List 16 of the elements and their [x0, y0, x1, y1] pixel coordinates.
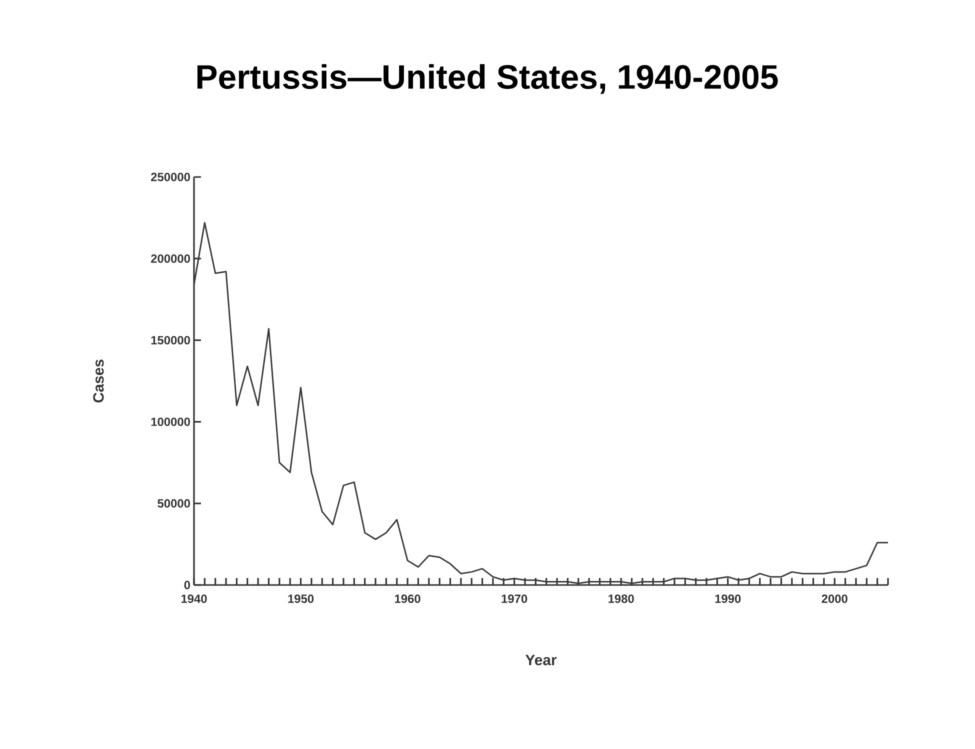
x-tick-label: 1980 — [608, 594, 634, 603]
x-tick-label: 1950 — [288, 594, 314, 603]
y-tick-label: 0 — [184, 580, 190, 590]
y-tick-label: 100000 — [151, 418, 190, 426]
y-axis-title: Cases — [93, 360, 104, 402]
x-tick-label: 1960 — [394, 594, 420, 603]
x-tick-label: 2000 — [822, 594, 848, 603]
y-tick-label: 250000 — [151, 172, 190, 182]
y-tick-label: 50000 — [158, 499, 190, 508]
y-tick-label: 200000 — [151, 254, 190, 263]
x-tick-label: 1970 — [502, 594, 528, 603]
x-tick-label: 1940 — [181, 594, 207, 603]
x-tick-label: 1990 — [715, 594, 741, 603]
x-axis-title: Year — [525, 654, 557, 666]
chart-title: Pertussis—United States, 1940-2005 — [197, 64, 778, 94]
y-tick-label: 150000 — [151, 336, 190, 344]
